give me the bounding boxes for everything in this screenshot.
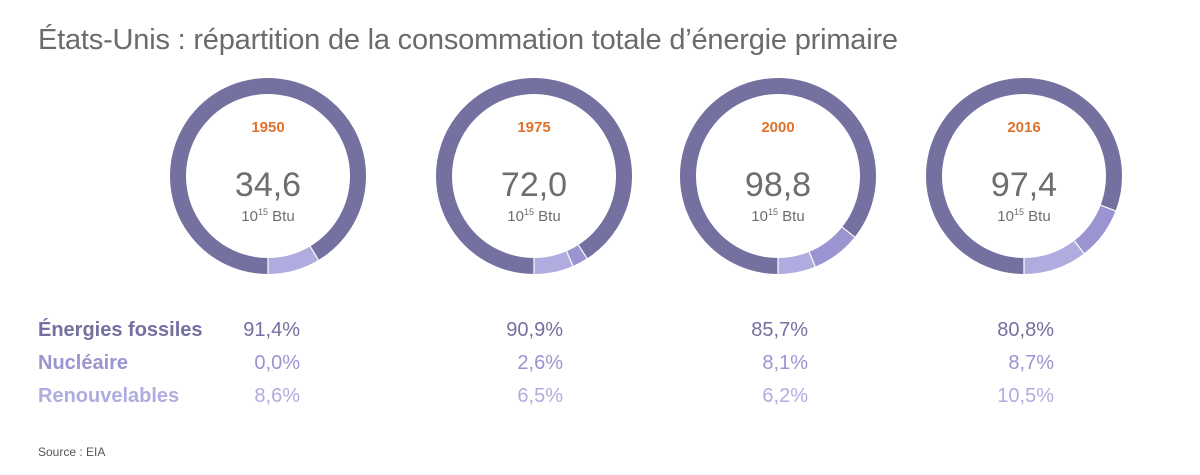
donut-year-1950: 1950: [251, 119, 284, 136]
value-fossil-1950: 91,4%: [243, 319, 300, 341]
donut-segment-renewable-2016: [1023, 240, 1085, 274]
segment-separator: [1100, 204, 1116, 212]
value-fossil-1975: 90,9%: [506, 319, 563, 341]
value-renewable-1975: 6,5%: [517, 385, 563, 407]
segment-separator: [577, 244, 588, 259]
row-label-fossil: Énergies fossiles: [38, 319, 203, 341]
chart-title: États-Unis : répartition de la consommat…: [38, 24, 898, 56]
value-fossil-2016: 80,8%: [997, 319, 1054, 341]
row-label-nuclear: Nucléaire: [38, 352, 129, 374]
donut-segment-fossil-1975: [436, 78, 632, 274]
donut-segment-renewable-2000: [777, 251, 816, 274]
donut-segment-fossil-2000: [680, 78, 876, 274]
value-renewable-1950: 8,6%: [254, 385, 300, 407]
donut-segment-nuclear-1975: [566, 244, 588, 266]
segment-separator: [309, 246, 319, 261]
donut-year-1975: 1975: [517, 119, 550, 136]
donut-year-2000: 2000: [761, 119, 794, 136]
source-note: Source : EIA: [38, 445, 106, 459]
donut-unit-2016: 1015 Btu: [997, 207, 1050, 225]
value-nuclear-1950: 0,0%: [254, 352, 300, 374]
donut-charts: 1950 34,6 1015 Btu 1975 72,0 1015 Btu 2000 98,8…: [170, 78, 1122, 274]
donut-segment-fossil-2016: [926, 78, 1122, 274]
segment-separator: [566, 251, 574, 267]
segment-separator: [1073, 240, 1085, 254]
donut-total-2000: 98,8: [745, 166, 811, 204]
donut-segment-fossil-1950: [170, 78, 366, 274]
donut-unit-2000: 1015 Btu: [751, 207, 804, 225]
donut-segment-renewable-1950: [267, 246, 319, 274]
donut-total-2016: 97,4: [991, 166, 1057, 204]
segment-separator: [808, 251, 816, 267]
value-nuclear-2000: 8,1%: [762, 352, 808, 374]
donut-unit-1975: 1015 Btu: [507, 207, 560, 225]
donut-segment-nuclear-2016: [1074, 204, 1116, 254]
segment-separator: [841, 226, 856, 238]
value-fossil-2000: 85,7%: [751, 319, 808, 341]
donut-total-1950: 34,6: [235, 166, 301, 204]
value-nuclear-1975: 2,6%: [517, 352, 563, 374]
row-label-renewable: Renouvelables: [38, 385, 180, 407]
donut-year-2016: 2016: [1007, 119, 1040, 136]
donut-segment-renewable-1975: [533, 251, 573, 274]
value-renewable-2000: 6,2%: [762, 385, 808, 407]
value-renewable-2016: 10,5%: [997, 385, 1054, 407]
value-nuclear-2016: 8,7%: [1008, 352, 1054, 374]
donut-unit-1950: 1015 Btu: [241, 207, 294, 225]
donut-segment-nuclear-2000: [808, 226, 855, 267]
donut-total-1975: 72,0: [501, 166, 567, 204]
